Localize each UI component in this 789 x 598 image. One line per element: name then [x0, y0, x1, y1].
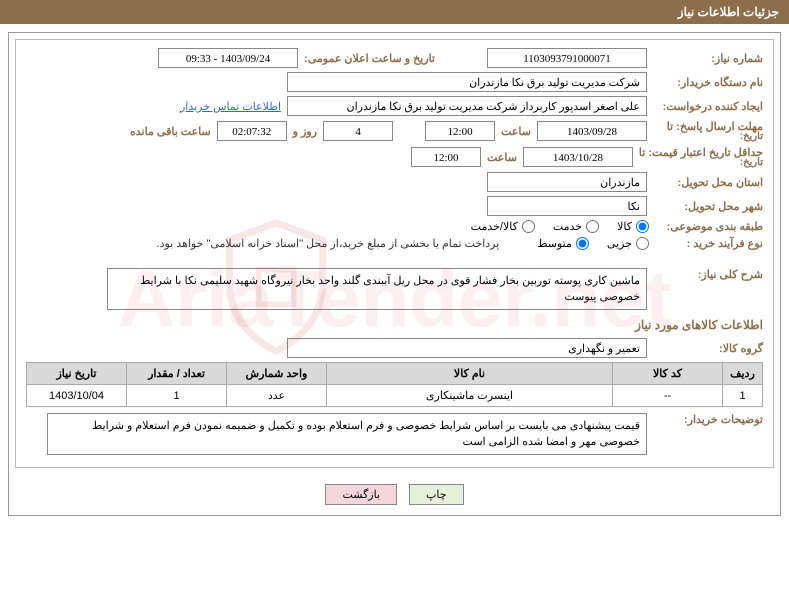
radio-partial-label: جزیی	[607, 237, 632, 250]
row-goods-group: گروه کالا: تعمیر و نگهداری	[26, 338, 763, 358]
th-unit: واحد شمارش	[227, 363, 327, 385]
row-city: شهر محل تحویل: نکا	[26, 196, 763, 216]
field-response-date: 1403/09/28	[537, 121, 647, 141]
td-unit: عدد	[227, 385, 327, 407]
row-buyer-org: نام دستگاه خریدار: شرکت مدیریت تولید برق…	[26, 72, 763, 92]
field-requester: علی اصغر اسدپور کاربرداز شرکت مدیریت تول…	[287, 96, 647, 116]
radio-medium[interactable]	[576, 237, 589, 250]
field-remaining-time: 02:07:32	[217, 121, 287, 141]
label-hour1: ساعت	[501, 125, 531, 138]
footer-buttons: چاپ بازگشت	[9, 474, 780, 515]
label-requester: ایجاد کننده درخواست:	[653, 100, 763, 113]
row-province: استان محل تحویل: مازندران	[26, 172, 763, 192]
td-name: اینسرت ماشینکاری	[327, 385, 613, 407]
header-title: جزئیات اطلاعات نیاز	[678, 5, 779, 19]
th-code: کد کالا	[613, 363, 723, 385]
th-name: نام کالا	[327, 363, 613, 385]
row-purchase-type: نوع فرآیند خرید : جزیی متوسط پرداخت تمام…	[26, 237, 763, 250]
radio-service[interactable]	[586, 220, 599, 233]
label-province: استان محل تحویل:	[653, 176, 763, 189]
content-frame: شماره نیاز: 1103093791000071 تاریخ و ساع…	[15, 39, 774, 468]
watermark-shield-icon	[216, 217, 336, 357]
buyer-contact-link[interactable]: اطلاعات تماس خریدار	[180, 100, 281, 113]
field-need-desc: ماشین کاری پوسته توربین بخار فشار قوی در…	[107, 268, 647, 310]
label-purchase-type: نوع فرآیند خرید :	[653, 237, 763, 250]
th-date: تاریخ نیاز	[27, 363, 127, 385]
table-row: 1 -- اینسرت ماشینکاری عدد 1 1403/10/04	[27, 385, 763, 407]
radio-goods-label: کالا	[617, 220, 632, 233]
td-date: 1403/10/04	[27, 385, 127, 407]
row-requester: ایجاد کننده درخواست: علی اصغر اسدپور کار…	[26, 96, 763, 116]
row-need-number: شماره نیاز: 1103093791000071 تاریخ و ساع…	[26, 48, 763, 68]
goods-info-title: اطلاعات کالاهای مورد نیاز	[26, 318, 763, 332]
radio-goods[interactable]	[636, 220, 649, 233]
field-need-number: 1103093791000071	[487, 48, 647, 68]
field-validity-date: 1403/10/28	[523, 147, 633, 167]
field-validity-hour: 12:00	[411, 147, 481, 167]
field-city: نکا	[487, 196, 647, 216]
field-announce-date: 1403/09/24 - 09:33	[158, 48, 298, 68]
th-qty: تعداد / مقدار	[127, 363, 227, 385]
row-category: طبقه بندی موضوعی: کالا خدمت کالا/خدمت	[26, 220, 763, 233]
back-button[interactable]: بازگشت	[325, 484, 397, 505]
td-qty: 1	[127, 385, 227, 407]
td-row: 1	[723, 385, 763, 407]
label-buyer-org: نام دستگاه خریدار:	[653, 76, 763, 89]
field-remaining-days: 4	[323, 121, 393, 141]
outer-frame: شماره نیاز: 1103093791000071 تاریخ و ساع…	[8, 32, 781, 516]
row-price-validity: حداقل تاریخ اعتبار قیمت: تا تاریخ: 1403/…	[26, 146, 763, 168]
field-buyer-org: شرکت مدیریت تولید برق نکا مازندران	[287, 72, 647, 92]
th-row: ردیف	[723, 363, 763, 385]
label-buyer-notes: توضیحات خریدار:	[653, 413, 763, 426]
radio-goods-service-label: کالا/خدمت	[471, 220, 518, 233]
radio-partial[interactable]	[636, 237, 649, 250]
label-category: طبقه بندی موضوعی:	[653, 220, 763, 233]
label-need-desc: شرح کلی نیاز:	[653, 268, 763, 281]
label-goods-group: گروه کالا:	[653, 342, 763, 355]
label-announce-date: تاریخ و ساعت اعلان عمومی:	[304, 52, 435, 65]
radio-medium-label: متوسط	[537, 237, 572, 250]
field-goods-group: تعمیر و نگهداری	[287, 338, 647, 358]
label-remaining: ساعت باقی مانده	[130, 125, 211, 138]
label-hour2: ساعت	[487, 151, 517, 164]
row-response-deadline: مهلت ارسال پاسخ: تا تاریخ: 1403/09/28 سا…	[26, 120, 763, 142]
label-city: شهر محل تحویل:	[653, 200, 763, 213]
field-buyer-notes: قیمت پیشنهادی می بایست بر اساس شرایط خصو…	[47, 413, 647, 455]
page-header: جزئیات اطلاعات نیاز	[0, 0, 789, 24]
label-days-and: روز و	[293, 125, 317, 138]
radio-service-label: خدمت	[553, 220, 582, 233]
goods-table: ردیف کد کالا نام کالا واحد شمارش تعداد /…	[26, 362, 763, 407]
print-button[interactable]: چاپ	[409, 484, 464, 505]
field-response-hour: 12:00	[425, 121, 495, 141]
radio-goods-service[interactable]	[522, 220, 535, 233]
td-code: --	[613, 385, 723, 407]
row-buyer-notes: توضیحات خریدار: قیمت پیشنهادی می بایست ب…	[26, 413, 763, 455]
field-province: مازندران	[487, 172, 647, 192]
label-need-number: شماره نیاز:	[653, 52, 763, 65]
row-need-desc: شرح کلی نیاز: ماشین کاری پوسته توربین بخ…	[26, 268, 763, 310]
